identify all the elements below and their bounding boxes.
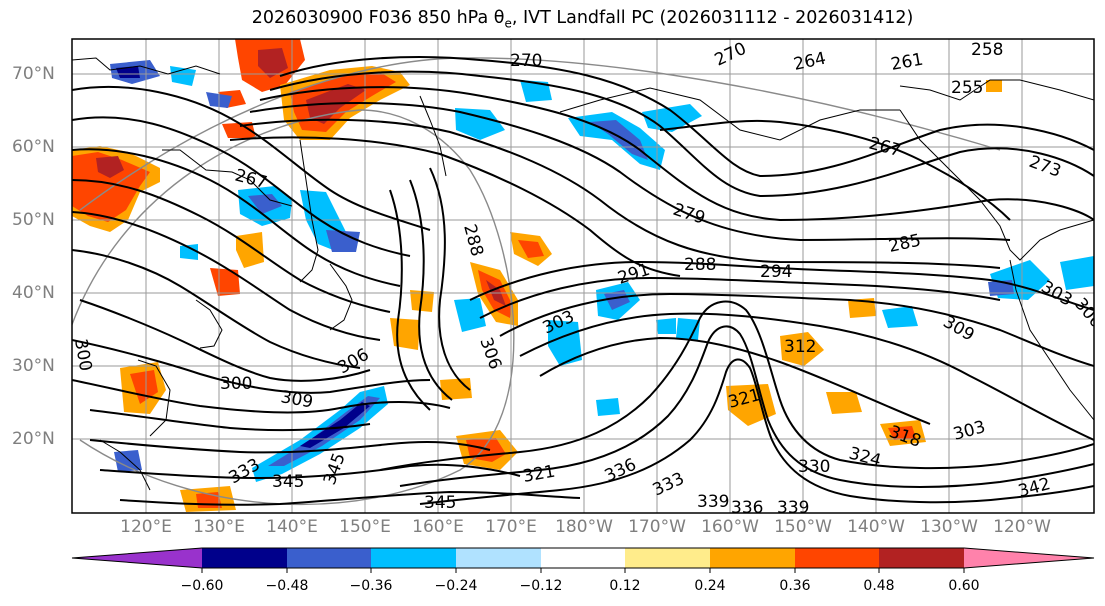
lon-label: 130°E <box>193 517 245 537</box>
colorbar-tick-label: −0.48 <box>265 578 309 594</box>
lon-label: 170°E <box>485 517 537 537</box>
lat-label: 60°N <box>12 137 55 157</box>
lon-label: 160°E <box>412 517 464 537</box>
contour-label: 330 <box>798 457 830 477</box>
lat-label: 40°N <box>12 283 55 303</box>
contour-label: 300 <box>220 374 252 394</box>
contour-label: 339 <box>777 498 809 518</box>
lon-label: 170°W <box>628 517 686 537</box>
colorbar-tick-label: 0.48 <box>863 578 895 594</box>
lon-label: 120°W <box>993 517 1051 537</box>
colorbar-segment <box>287 548 371 568</box>
colorbar-segment <box>710 548 795 568</box>
contour-label: 294 <box>760 262 792 282</box>
colorbar-segment <box>202 548 287 568</box>
lon-label: 150°W <box>774 517 832 537</box>
colorbar-extend-high <box>964 548 1094 568</box>
lon-label: 130°W <box>920 517 978 537</box>
colorbar-segment <box>371 548 456 568</box>
colorbar-segment <box>795 548 879 568</box>
contour-label: 345 <box>272 472 304 492</box>
contour-label: 336 <box>731 498 763 518</box>
map-frame <box>71 38 1095 514</box>
lon-label: 180°W <box>555 517 613 537</box>
colorbar-tick-label: −0.24 <box>434 578 478 594</box>
lon-label: 140°E <box>266 517 318 537</box>
contour-label: 300 <box>70 337 95 372</box>
colorbar-segment <box>456 548 541 568</box>
contour-label: 312 <box>784 337 816 357</box>
lon-label: 120°E <box>120 517 172 537</box>
colorbar <box>71 547 1095 573</box>
colorbar-tick-label: 0.60 <box>948 578 980 594</box>
lat-label: 50°N <box>12 210 55 230</box>
lat-label: 30°N <box>12 356 55 376</box>
colorbar-tick-label: 0.12 <box>609 578 641 594</box>
colorbar-tick-label: −0.60 <box>180 578 224 594</box>
colorbar-tick-label: 0.24 <box>694 578 726 594</box>
lon-label: 140°W <box>847 517 905 537</box>
contour-label: 255 <box>951 78 983 98</box>
colorbar-tick-label: −0.12 <box>519 578 563 594</box>
lat-label: 20°N <box>12 429 55 449</box>
colorbar-tick-label: 0.36 <box>779 578 811 594</box>
colorbar-segment <box>879 548 964 568</box>
contour-label: 258 <box>971 40 1003 60</box>
contour-label: 270 <box>510 51 542 71</box>
colorbar-segment <box>625 548 710 568</box>
colorbar-tick-label: −0.36 <box>349 578 393 594</box>
colorbar-extend-low <box>72 548 202 568</box>
contour-label: 345 <box>424 493 456 513</box>
map-title: 2026030900 F036 850 hPa θe, IVT Landfall… <box>251 8 914 31</box>
theta-e-contours <box>72 56 1094 506</box>
lon-label: 150°E <box>339 517 391 537</box>
contour-label: 288 <box>684 255 716 275</box>
contour-label: 339 <box>697 492 729 512</box>
lat-label: 70°N <box>12 64 55 84</box>
lon-label: 160°W <box>701 517 759 537</box>
colorbar-segment <box>541 548 625 568</box>
